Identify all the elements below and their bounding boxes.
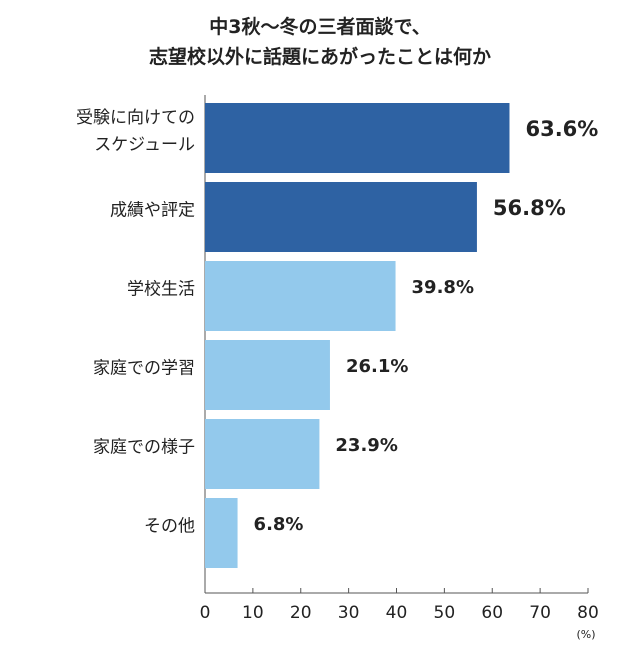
x-tick-label: 60 <box>481 603 503 623</box>
x-tick-label: 0 <box>200 603 211 623</box>
value-label: 26.1% <box>346 356 408 377</box>
value-label: 23.9% <box>335 435 397 456</box>
bar <box>205 498 238 568</box>
category-label: 家庭での様子 <box>93 437 195 458</box>
value-label: 39.8% <box>412 277 474 298</box>
bar <box>205 340 330 410</box>
x-tick-label: 10 <box>242 603 264 623</box>
bar <box>205 182 477 252</box>
value-label: 6.8% <box>254 514 304 535</box>
bar <box>205 261 396 331</box>
category-label: 成績や評定 <box>110 200 195 221</box>
x-tick-label: 80 <box>577 603 599 623</box>
x-tick-label: 50 <box>434 603 456 623</box>
value-label: 56.8% <box>493 196 566 220</box>
x-tick-label: 20 <box>290 603 312 623</box>
category-label: 学校生活 <box>127 279 195 300</box>
x-axis-label: (%) <box>576 628 595 641</box>
category-label: 家庭での学習 <box>93 358 195 379</box>
x-tick-label: 70 <box>529 603 551 623</box>
x-tick-label: 40 <box>386 603 408 623</box>
category-label: 受験に向けての スケジュール <box>76 108 195 155</box>
chart-title: 中3秋〜冬の三者面談で、 志望校以外に話題にあがったことは何か <box>148 16 491 68</box>
category-label: その他 <box>144 516 195 537</box>
bar <box>205 419 320 489</box>
value-label: 63.6% <box>525 117 598 141</box>
x-tick-label: 30 <box>338 603 360 623</box>
bar <box>205 103 510 173</box>
